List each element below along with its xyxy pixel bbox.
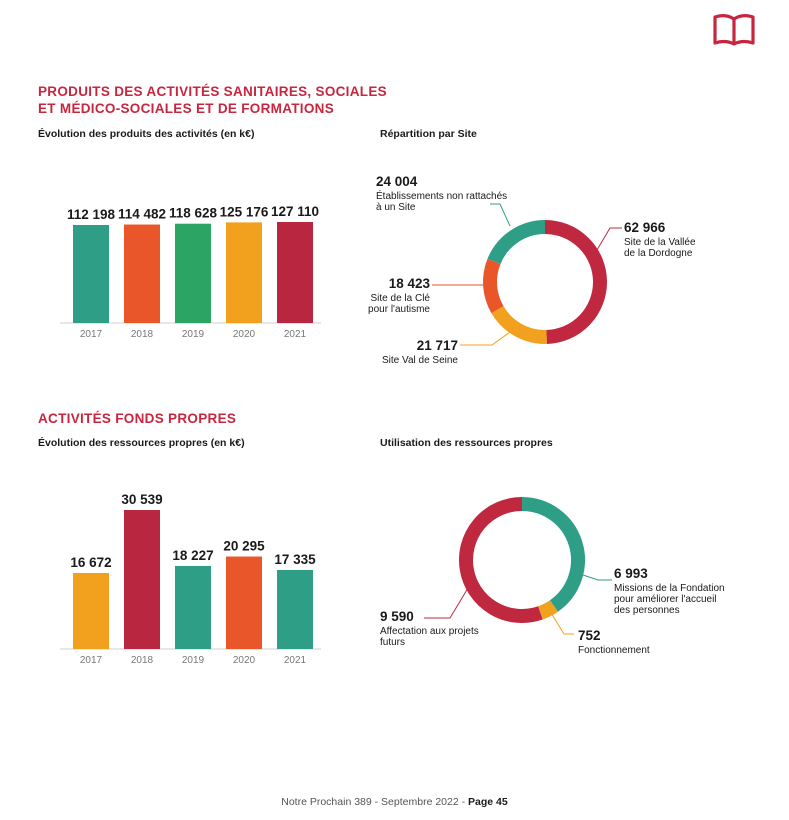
open-book-icon <box>713 14 755 46</box>
slice-text-label: pour améliorer l'accueil <box>614 594 717 605</box>
footer-text: Notre Prochain 389 - Septembre 2022 - <box>281 796 469 808</box>
bar-chart-produits: 112 198 2017 114 482 2018 118 628 2019 125 176… <box>60 204 321 340</box>
section-title-sanitaires: PRODUITS DES ACTIVITÉS SANITAIRES, SOCIA… <box>38 83 387 117</box>
section-title-line: PRODUITS DES ACTIVITÉS SANITAIRES, SOCIA… <box>38 84 387 99</box>
bar <box>277 569 313 649</box>
x-tick-label: 2018 <box>131 655 154 666</box>
section-title-fonds-propres: ACTIVITÉS FONDS PROPRES <box>38 410 236 427</box>
donut-slice <box>459 497 543 623</box>
x-tick-label: 2019 <box>182 655 205 666</box>
slice-value-label: 752 <box>578 628 601 643</box>
slice-text-label: Site Val de Seine <box>382 355 458 366</box>
leader-line <box>573 571 612 581</box>
x-tick-label: 2017 <box>80 329 103 340</box>
bar-value-label: 17 335 <box>274 552 316 567</box>
slice-text-label: Site de la Clé <box>371 293 431 304</box>
bar-value-label: 30 539 <box>121 492 162 507</box>
bar-value-label: 18 227 <box>172 548 213 563</box>
bar-value-label: 16 672 <box>70 555 111 570</box>
bar-chart-ressources: 16 672 2017 30 539 2018 18 227 2019 20 295 2020… <box>60 492 321 666</box>
bar <box>124 510 160 649</box>
x-tick-label: 2017 <box>80 655 103 666</box>
section-title-line: ACTIVITÉS FONDS PROPRES <box>38 411 237 426</box>
donut-slice <box>544 220 607 344</box>
donut-slice <box>521 497 585 612</box>
bar-value-label: 125 176 <box>220 204 269 219</box>
leader-line <box>460 331 511 346</box>
x-tick-label: 2018 <box>131 329 154 340</box>
x-tick-label: 2020 <box>233 655 256 666</box>
slice-value-label: 9 590 <box>380 609 414 624</box>
slice-value-label: 62 966 <box>624 220 666 235</box>
slice-text-label: futurs <box>380 637 405 648</box>
bar-value-label: 114 482 <box>118 207 166 222</box>
slice-text-label: pour l'autisme <box>368 304 430 315</box>
bar-value-label: 118 628 <box>169 206 218 221</box>
slice-text-label: Affectation aux projets <box>380 626 479 637</box>
slice-text-label: Fonctionnement <box>578 645 650 656</box>
bar <box>226 556 262 649</box>
bar-value-label: 127 110 <box>271 204 319 219</box>
slice-text-label: des personnes <box>614 605 680 616</box>
bar <box>175 223 211 323</box>
donut-slice <box>483 258 504 314</box>
chart-title-ressources: Évolution des ressources propres (en k€) <box>38 437 245 449</box>
leader-line <box>490 203 511 227</box>
bar <box>226 222 262 323</box>
footer-page-number: Page 45 <box>468 796 508 808</box>
x-tick-label: 2021 <box>284 329 307 340</box>
bar <box>277 222 313 323</box>
slice-value-label: 18 423 <box>389 276 431 291</box>
slice-value-label: 24 004 <box>376 174 418 189</box>
chart-title-repartition: Répartition par Site <box>380 128 477 140</box>
bar-value-label: 20 295 <box>223 539 265 554</box>
slice-value-label: 21 717 <box>417 338 458 353</box>
x-tick-label: 2021 <box>284 655 307 666</box>
x-tick-label: 2019 <box>182 329 205 340</box>
donut-slice <box>491 305 547 344</box>
chart-title-utilisation: Utilisation des ressources propres <box>380 437 553 449</box>
leader-line <box>424 587 469 619</box>
x-tick-label: 2020 <box>233 329 256 340</box>
donut-slice <box>537 600 558 620</box>
slice-text-label: à un Site <box>376 202 416 213</box>
bar <box>73 225 109 323</box>
bar <box>124 224 160 323</box>
bar-value-label: 112 198 <box>67 207 116 222</box>
section-title-line: ET MÉDICO-SOCIALES ET DE FORMATIONS <box>38 101 335 116</box>
leader-line <box>547 607 574 635</box>
slice-text-label: Établissements non rattachés <box>376 189 507 202</box>
donut-slice <box>487 220 546 265</box>
chart-title-produits: Évolution des produits des activités (en… <box>38 128 255 140</box>
bar <box>175 565 211 649</box>
page-footer: Notre Prochain 389 - Septembre 2022 - Pa… <box>0 796 789 808</box>
slice-text-label: Site de la Vallée <box>624 237 696 248</box>
leader-line <box>593 227 622 256</box>
slice-text-label: de la Dordogne <box>624 248 693 259</box>
slice-value-label: 6 993 <box>614 566 648 581</box>
bar <box>73 573 109 649</box>
slice-text-label: Missions de la Fondation <box>614 583 725 594</box>
